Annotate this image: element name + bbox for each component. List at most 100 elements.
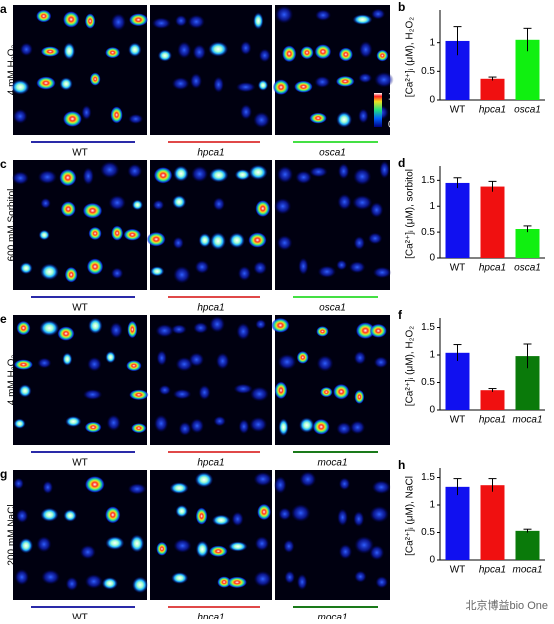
y-tick-label: 1 bbox=[429, 350, 435, 361]
seedling bbox=[177, 41, 192, 59]
seedling bbox=[317, 265, 337, 278]
seedling bbox=[295, 170, 312, 184]
seedling bbox=[236, 322, 251, 341]
seedling bbox=[65, 416, 82, 428]
bar bbox=[515, 229, 540, 258]
seedling bbox=[369, 202, 384, 218]
seedling bbox=[40, 197, 51, 209]
seedling bbox=[88, 226, 102, 241]
seedling bbox=[18, 384, 32, 398]
seedling bbox=[82, 389, 103, 400]
seedling bbox=[37, 170, 57, 185]
seedling bbox=[175, 504, 189, 518]
y-tick-label: 0 bbox=[429, 555, 435, 566]
seedling bbox=[109, 322, 123, 339]
seedling bbox=[42, 480, 54, 494]
seedling bbox=[333, 383, 350, 400]
seedling bbox=[379, 160, 390, 179]
seedling bbox=[282, 45, 297, 63]
seedling bbox=[231, 511, 244, 527]
seedling bbox=[336, 259, 348, 271]
colorbar-min: 0 bbox=[388, 120, 394, 131]
seedling bbox=[283, 539, 295, 553]
genotype-label: WT bbox=[72, 148, 88, 159]
seedling bbox=[187, 14, 205, 29]
genotype-label: WT bbox=[72, 458, 88, 469]
seedling bbox=[316, 355, 334, 372]
seedling bbox=[171, 324, 187, 335]
seedling bbox=[63, 42, 76, 60]
y-tick-label: 0 bbox=[429, 95, 435, 106]
seedling bbox=[373, 356, 389, 369]
seedling bbox=[36, 9, 52, 23]
seedling bbox=[271, 317, 290, 333]
seedling bbox=[86, 258, 104, 275]
seedling bbox=[290, 504, 311, 522]
seedling bbox=[278, 507, 292, 521]
seedling bbox=[249, 386, 269, 402]
image bbox=[150, 160, 272, 290]
seedling bbox=[13, 418, 26, 429]
seedling bbox=[353, 350, 367, 365]
panel-letter: d bbox=[398, 156, 405, 170]
seedling bbox=[192, 44, 206, 61]
seedling bbox=[110, 13, 126, 31]
seedling bbox=[337, 163, 350, 180]
seedling bbox=[62, 11, 80, 28]
seedling bbox=[194, 472, 214, 488]
seedling bbox=[209, 167, 229, 183]
seedling bbox=[105, 506, 121, 524]
condition-label: 4 mM H₂O₂ bbox=[7, 45, 18, 96]
y-tick-label: 0 bbox=[429, 405, 435, 416]
condition-label: 600 mM Sorbitol bbox=[7, 189, 18, 262]
genotype-label: hpca1 bbox=[197, 303, 224, 314]
x-tick-label: osca1 bbox=[514, 105, 541, 116]
seedling bbox=[240, 104, 253, 120]
colorbar bbox=[374, 93, 382, 127]
seedling bbox=[227, 576, 248, 589]
seedling bbox=[354, 536, 374, 554]
seedling bbox=[105, 46, 121, 59]
seedling bbox=[215, 352, 230, 370]
seedling bbox=[354, 389, 365, 404]
seedling bbox=[131, 199, 144, 211]
seedling bbox=[153, 167, 173, 184]
seedling bbox=[253, 12, 264, 30]
seedling bbox=[209, 316, 226, 333]
seedling bbox=[367, 232, 383, 245]
seedling bbox=[314, 44, 332, 60]
seedling bbox=[190, 418, 205, 434]
seedling bbox=[84, 13, 96, 29]
y-tick-label: 1.5 bbox=[421, 322, 435, 333]
seedling bbox=[211, 514, 231, 526]
condition-label: 4 mM H₂O₂ bbox=[7, 355, 18, 406]
seedling bbox=[65, 576, 79, 591]
bar bbox=[445, 352, 470, 410]
y-tick-label: 0 bbox=[429, 253, 435, 264]
seedling bbox=[358, 108, 369, 124]
seedling bbox=[156, 541, 168, 556]
seedling bbox=[11, 79, 30, 95]
seedling bbox=[233, 383, 253, 394]
seedling bbox=[336, 111, 353, 128]
seedling bbox=[253, 111, 270, 129]
seedling bbox=[172, 236, 184, 250]
seedling bbox=[188, 352, 205, 367]
seedling bbox=[320, 386, 333, 398]
seedling bbox=[240, 41, 252, 55]
seedling bbox=[359, 41, 373, 59]
seedling bbox=[128, 113, 144, 124]
seedling bbox=[57, 326, 75, 341]
seedling bbox=[237, 265, 251, 281]
seedling bbox=[299, 417, 315, 433]
seedling bbox=[315, 9, 332, 21]
seedling bbox=[36, 536, 52, 553]
genotype-label: hpca1 bbox=[197, 458, 224, 469]
y-axis-label: [Ca²⁺]ᵢ (μM), sorbitol bbox=[405, 169, 416, 259]
seedling bbox=[217, 576, 232, 588]
seedling bbox=[371, 480, 391, 495]
panel-letter: f bbox=[398, 308, 403, 322]
seedling bbox=[193, 322, 209, 334]
bar bbox=[480, 485, 505, 560]
